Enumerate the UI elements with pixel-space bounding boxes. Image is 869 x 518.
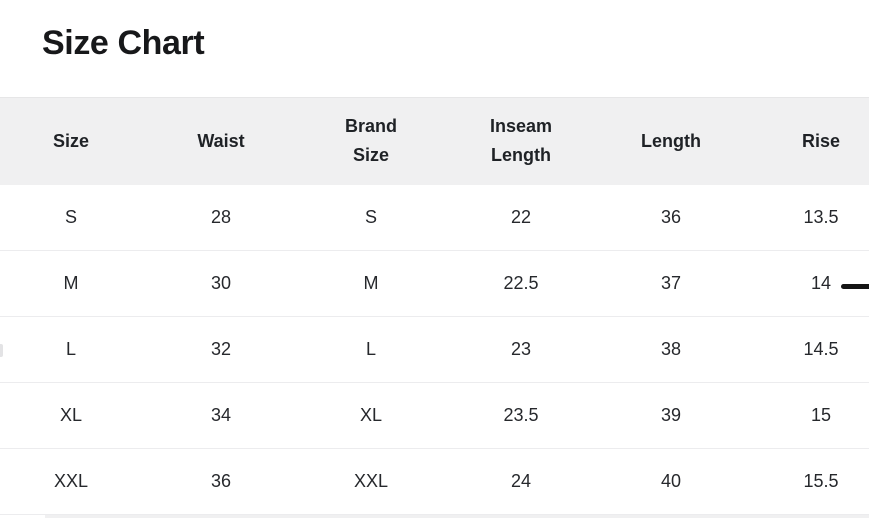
cell-size: M: [63, 273, 79, 293]
cell-brand-size: XL: [359, 405, 383, 425]
cell-length: 40: [660, 471, 682, 491]
cell-brand-size: XXL: [353, 471, 389, 491]
cell-size: XL: [59, 405, 83, 425]
cell-size: S: [64, 206, 77, 227]
clipped-dash-indicator: [841, 284, 869, 289]
table-header-row: Size Waist Brand Size Inseam Length Leng…: [0, 97, 869, 185]
cell-inseam-length: 22.5: [503, 273, 539, 293]
cell-size: XXL: [53, 471, 89, 491]
cell-rise: 14: [810, 273, 832, 293]
cell-inseam-length: 23.5: [503, 405, 539, 425]
column-header-length: Length: [641, 130, 701, 151]
size-table-scroll-container[interactable]: Size Waist Brand Size Inseam Length Leng…: [0, 97, 869, 515]
cell-length: 39: [660, 405, 682, 425]
cell-brand-size: M: [363, 273, 379, 293]
cell-inseam-length: 22: [510, 206, 532, 227]
clipped-content-sliver: [0, 344, 3, 357]
cell-rise: 15.5: [803, 471, 839, 491]
cell-brand-size: S: [364, 206, 377, 227]
table-row-l: L 32 L 23 38 14.5: [0, 316, 869, 383]
cell-rise: 15: [810, 405, 832, 425]
cell-waist: 34: [210, 405, 232, 425]
cell-brand-size: L: [365, 339, 376, 359]
table-row-m: M 30 M 22.5 37 14: [0, 250, 869, 317]
column-header-waist: Waist: [197, 130, 245, 151]
cell-inseam-length: 24: [510, 471, 532, 491]
table-row-xl: XL 34 XL 23.5 39 15: [0, 382, 869, 449]
cell-waist: 28: [210, 206, 232, 227]
cell-inseam-length: 23: [510, 339, 532, 359]
cell-waist: 30: [210, 273, 232, 293]
column-header-size: Size: [52, 130, 90, 151]
next-section-header-strip: [45, 515, 869, 518]
cell-length: 38: [660, 339, 682, 359]
cell-rise: 14.5: [803, 339, 839, 359]
cell-waist: 36: [210, 471, 232, 491]
column-header-rise: Rise: [801, 130, 841, 151]
cell-length: 36: [660, 206, 682, 227]
table-row-s: S 28 S 22 36 13.5: [0, 184, 869, 251]
table-row-xxl: XXL 36 XXL 24 40 15.5: [0, 448, 869, 515]
column-header-inseam-length: Inseam Length: [489, 116, 553, 166]
page-title: Size Chart: [42, 24, 205, 62]
size-chart-table: Size Waist Brand Size Inseam Length Leng…: [0, 97, 869, 515]
cell-size: L: [65, 339, 76, 359]
column-header-brand-size: Brand Size: [344, 116, 397, 166]
cell-waist: 32: [210, 339, 232, 359]
cell-length: 37: [660, 273, 682, 293]
cell-rise: 13.5: [803, 206, 839, 227]
